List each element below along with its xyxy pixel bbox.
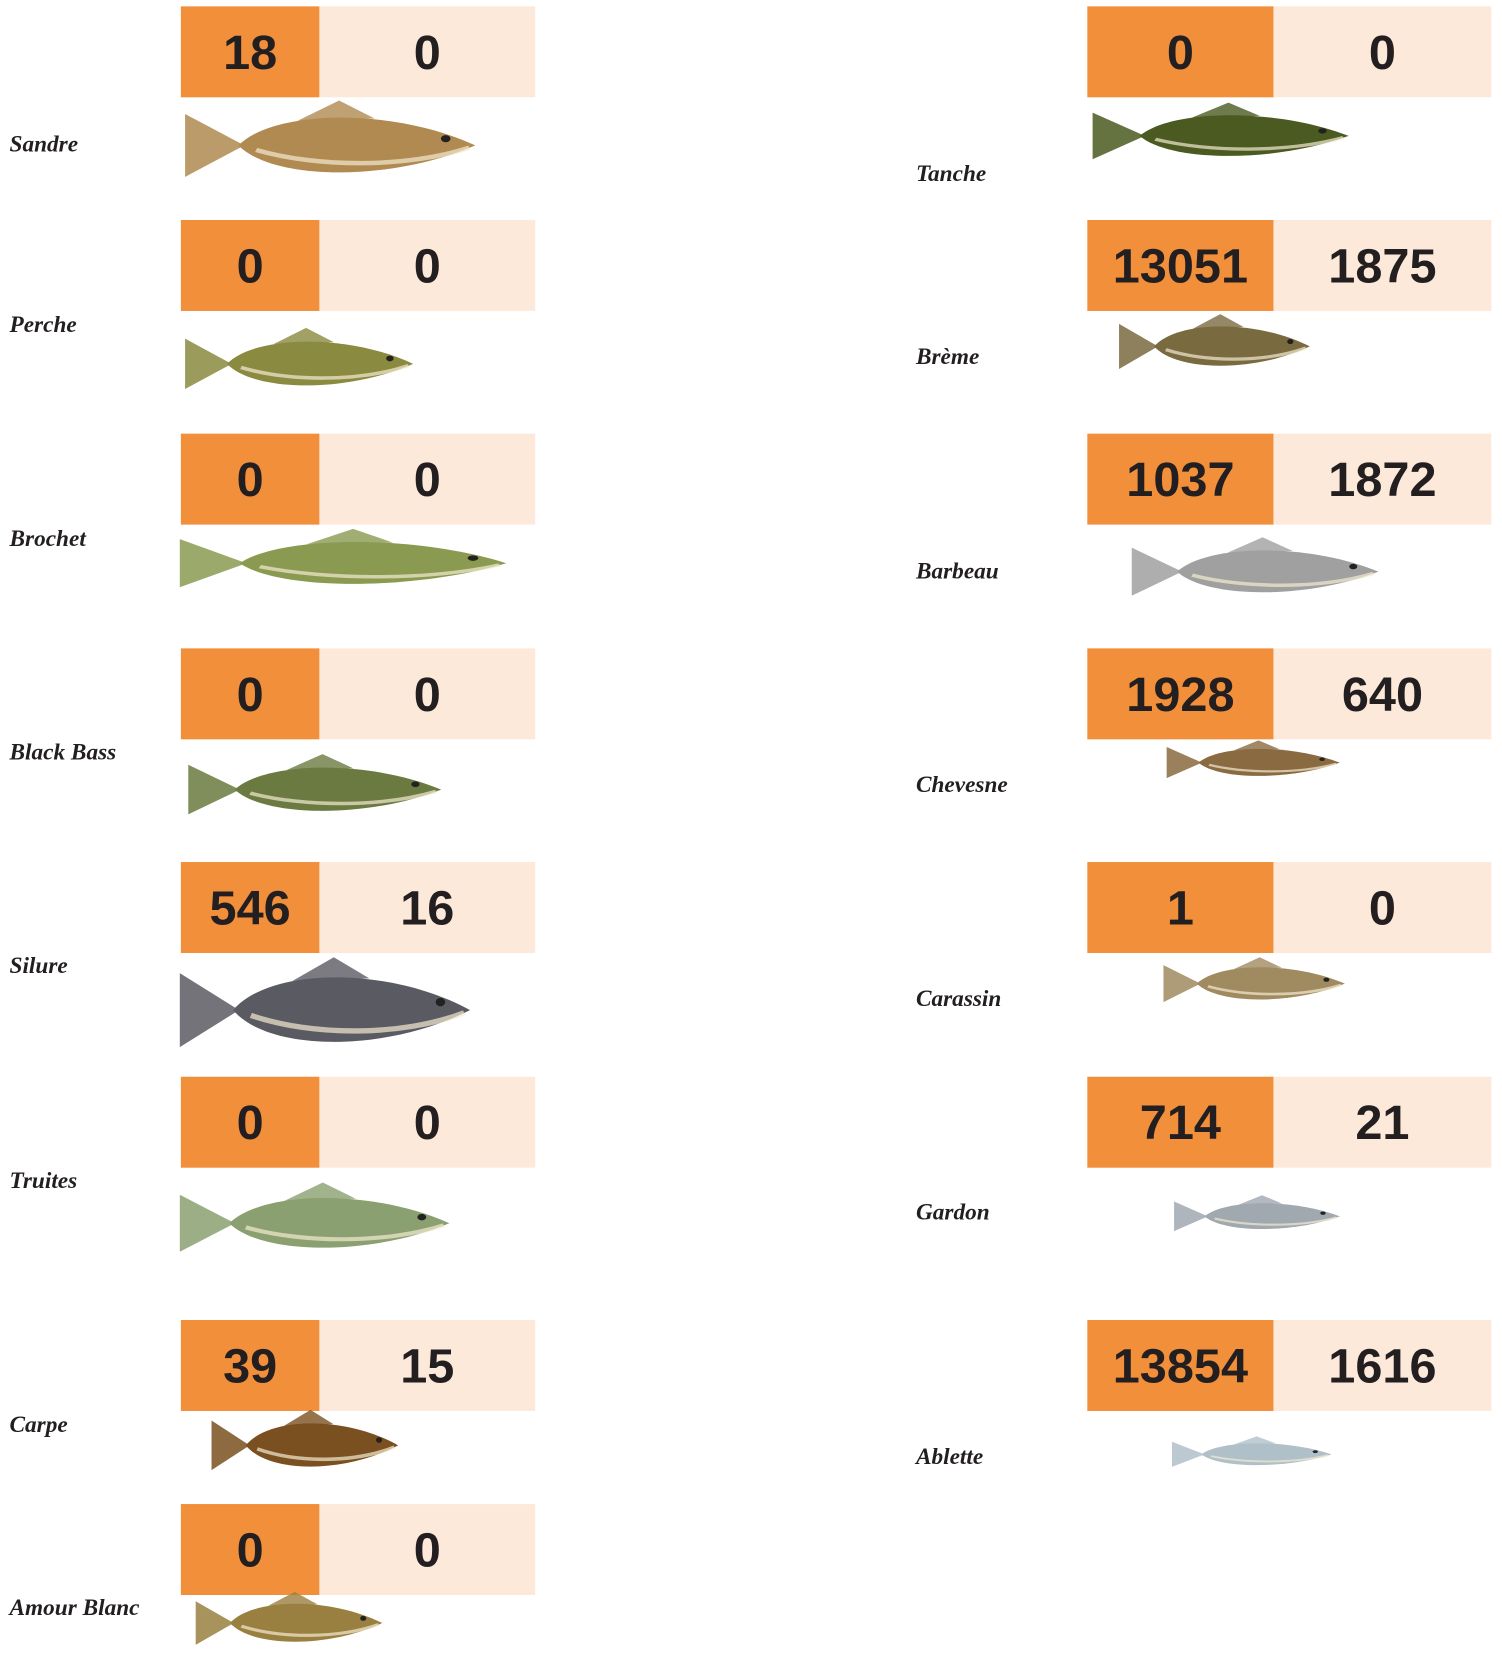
count-primary: 0 [181,220,320,311]
count-secondary: 1616 [1273,1320,1491,1411]
count-primary: 0 [181,1504,320,1595]
count-primary: 39 [181,1320,320,1411]
count-secondary: 21 [1273,1077,1491,1168]
count-primary: 0 [181,648,320,739]
fish-name: Carpe [10,1411,68,1439]
fish-illustration [185,328,418,400]
fish-name: Tanche [916,160,986,188]
count-primary: 0 [181,434,320,525]
count-secondary: 640 [1273,648,1491,739]
count-primary: 13854 [1087,1320,1273,1411]
count-primary: 546 [181,862,320,953]
fish-name: Barbeau [916,557,999,585]
fish-name: Sandre [10,130,79,158]
fish-illustration [1132,537,1384,606]
count-primary: 714 [1087,1077,1273,1168]
page: 180Sandre 00Perche 00Brochet 00Black Bas… [0,0,1502,1664]
fish-illustration [196,1592,386,1654]
count-secondary: 0 [319,6,535,97]
count-secondary: 0 [319,648,535,739]
count-secondary: 0 [319,220,535,311]
fish-illustration [1174,1195,1343,1237]
fish-name: Silure [10,952,68,980]
fish-illustration [1163,957,1348,1010]
count-secondary: 1872 [1273,434,1491,525]
fish-name: Gardon [916,1198,990,1226]
fish-illustration [1093,103,1354,170]
count-primary: 0 [181,1077,320,1168]
fish-illustration [1119,314,1314,379]
fish-illustration [180,529,513,598]
count-secondary: 0 [1273,862,1491,953]
fish-name: Chevesne [916,771,1008,799]
fish-illustration [180,957,476,1063]
fish-illustration [212,1410,402,1481]
count-secondary: 0 [1273,6,1491,97]
count-primary: 18 [181,6,320,97]
count-primary: 0 [1087,6,1273,97]
fish-board: 180Sandre 00Perche 00Brochet 00Black Bas… [0,0,1502,1663]
count-secondary: 0 [319,1077,535,1168]
fish-name: Ablette [916,1443,983,1471]
count-secondary: 1875 [1273,220,1491,311]
fish-illustration [185,100,481,190]
fish-illustration [1167,740,1344,784]
count-secondary: 16 [319,862,535,953]
fish-illustration [180,1183,455,1264]
count-primary: 1037 [1087,434,1273,525]
count-primary: 1 [1087,862,1273,953]
fish-name: Truites [10,1167,78,1195]
fish-illustration [188,754,446,825]
count-primary: 1928 [1087,648,1273,739]
count-primary: 13051 [1087,220,1273,311]
fish-name: Brochet [10,525,86,553]
count-secondary: 0 [319,434,535,525]
count-secondary: 0 [319,1504,535,1595]
count-secondary: 15 [319,1320,535,1411]
fish-name: Amour Blanc [10,1594,140,1622]
fish-illustration [1172,1436,1335,1472]
fish-name: Carassin [916,985,1001,1013]
fish-name: Brème [916,343,979,371]
fish-name: Black Bass [10,738,117,766]
fish-name: Perche [10,311,77,339]
